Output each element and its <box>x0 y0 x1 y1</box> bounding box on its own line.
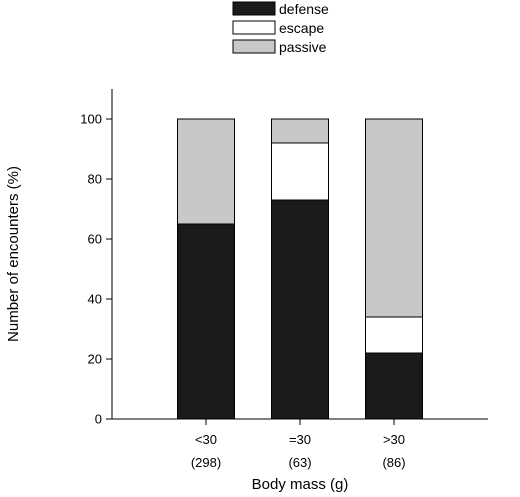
x-tick-count-label: (298) <box>191 455 221 470</box>
legend-label-defense: defense <box>279 1 329 17</box>
x-tick-label: =30 <box>289 432 311 447</box>
legend-swatch-defense <box>232 1 276 16</box>
x-ticks: <30 (298) =30 (63) >30 (86) <box>191 419 406 470</box>
x-axis-label: Body mass (g) <box>252 476 349 493</box>
y-tick-label: 80 <box>88 172 102 187</box>
y-tick-label: 100 <box>80 112 102 127</box>
y-ticks: 0 20 40 60 80 100 <box>80 112 112 427</box>
bar-segment-passive <box>365 118 423 318</box>
x-tick-count-label: (86) <box>382 455 405 470</box>
y-tick-label: 0 <box>95 412 102 427</box>
bar-segment-defense <box>177 223 235 420</box>
legend-swatch-escape <box>232 20 276 35</box>
x-tick-count-label: (63) <box>288 455 311 470</box>
y-tick-label: 20 <box>88 352 102 367</box>
legend-swatch-passive <box>232 39 276 54</box>
bar-segment-passive <box>177 118 235 225</box>
legend-label-passive: passive <box>279 39 327 55</box>
bar-segment-passive <box>271 118 329 144</box>
bar-segment-escape <box>271 142 329 201</box>
x-tick-label: <30 <box>195 432 217 447</box>
legend-label-escape: escape <box>279 20 324 36</box>
y-axis-label: Number of encounters (%) <box>5 166 22 342</box>
bar-segment-escape <box>365 316 423 354</box>
y-tick-label: 60 <box>88 232 102 247</box>
legend: defense escape passive <box>232 1 329 55</box>
y-tick-label: 40 <box>88 292 102 307</box>
bars <box>177 118 423 420</box>
bar-segment-defense <box>271 199 329 420</box>
x-tick-label: >30 <box>383 432 405 447</box>
bar-segment-defense <box>365 352 423 420</box>
